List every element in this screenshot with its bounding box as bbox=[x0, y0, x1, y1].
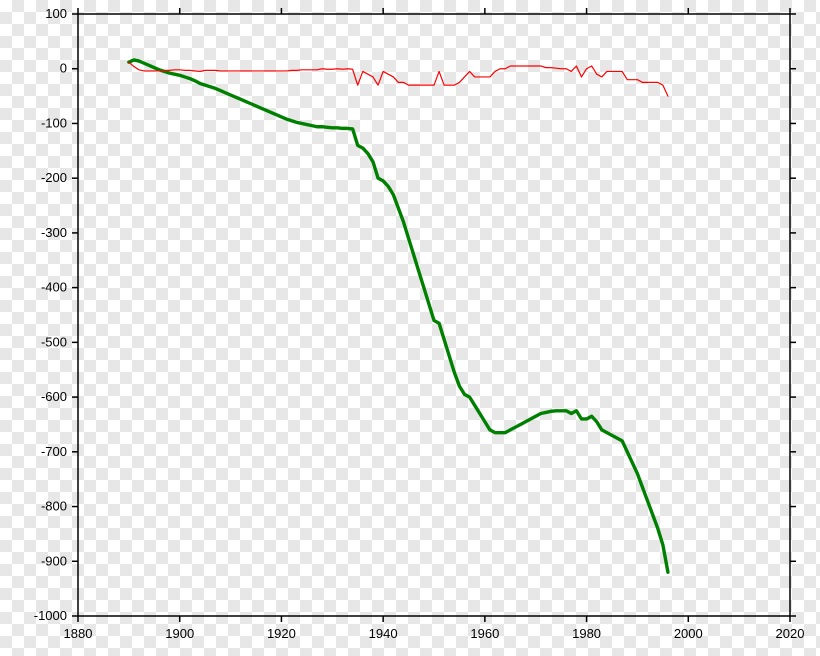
x-tick-label: 1900 bbox=[165, 626, 194, 641]
x-tick-label: 1940 bbox=[369, 626, 398, 641]
y-tick-label: 100 bbox=[45, 6, 67, 21]
y-tick-label: -500 bbox=[41, 334, 67, 349]
line-chart: 18801900192019401960198020002020-1000-90… bbox=[0, 0, 820, 656]
x-tick-label: 1960 bbox=[470, 626, 499, 641]
series-annual bbox=[129, 62, 668, 96]
x-tick-label: 1880 bbox=[64, 626, 93, 641]
series-cumulative bbox=[129, 60, 668, 572]
x-tick-label: 1920 bbox=[267, 626, 296, 641]
y-tick-label: -700 bbox=[41, 444, 67, 459]
x-tick-label: 2000 bbox=[674, 626, 703, 641]
y-tick-label: -900 bbox=[41, 553, 67, 568]
y-tick-label: -200 bbox=[41, 170, 67, 185]
x-tick-label: 2020 bbox=[776, 626, 805, 641]
y-tick-label: -300 bbox=[41, 225, 67, 240]
y-tick-label: -1000 bbox=[34, 608, 67, 623]
y-tick-label: -100 bbox=[41, 115, 67, 130]
y-tick-label: 0 bbox=[60, 61, 67, 76]
y-tick-label: -400 bbox=[41, 280, 67, 295]
x-tick-label: 1980 bbox=[572, 626, 601, 641]
y-tick-label: -600 bbox=[41, 389, 67, 404]
y-tick-label: -800 bbox=[41, 499, 67, 514]
